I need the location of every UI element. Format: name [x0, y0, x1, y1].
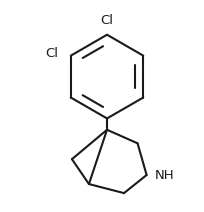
Text: Cl: Cl [100, 14, 113, 27]
Text: NH: NH [154, 169, 174, 181]
Text: Cl: Cl [45, 47, 58, 60]
